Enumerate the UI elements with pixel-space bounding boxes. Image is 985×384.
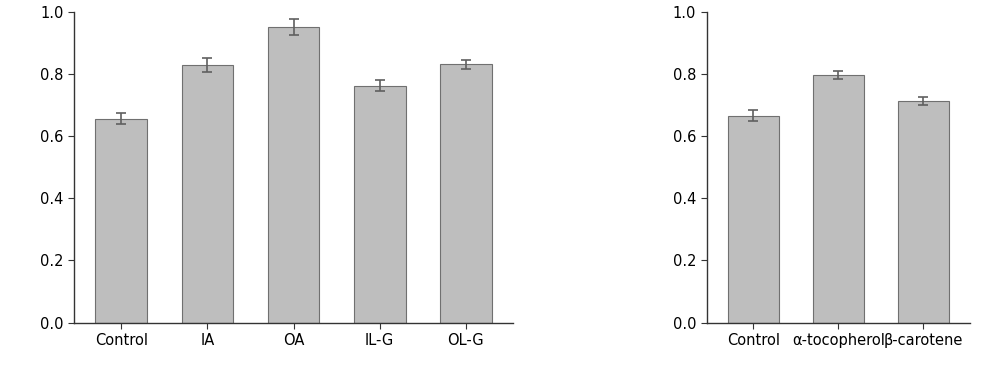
Bar bbox=[268, 27, 319, 323]
Bar bbox=[440, 65, 492, 323]
Bar bbox=[181, 65, 233, 323]
Bar bbox=[728, 116, 779, 323]
Bar bbox=[96, 119, 147, 323]
Bar bbox=[898, 101, 949, 323]
Bar bbox=[354, 86, 406, 323]
Bar bbox=[813, 74, 864, 323]
